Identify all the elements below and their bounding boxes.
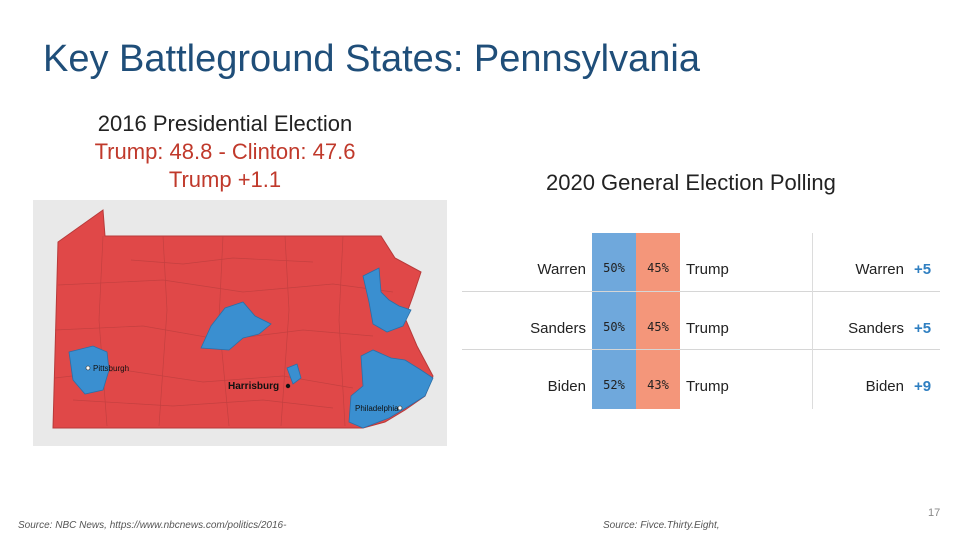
pittsburgh-label: Pittsburgh (93, 364, 129, 373)
election-2016-result: Trump: 48.8 - Clinton: 47.6 (94, 139, 356, 164)
slide-title: Key Battleground States: Pennsylvania (43, 38, 700, 80)
philadelphia-label: Philadelphia (355, 404, 399, 413)
election-2016-margin: Trump +1.1 (168, 167, 282, 192)
poll-dem-pct: 50% (603, 320, 625, 334)
harrisburg-region (286, 363, 302, 385)
philadelphia-region (348, 349, 434, 429)
philadelphia-dot (397, 405, 403, 411)
source-right[interactable]: Source: Fivce.Thirty.Eight, (603, 520, 720, 531)
poll-leader: Biden (865, 378, 904, 395)
poll-leader: Warren (855, 261, 904, 278)
poll-opponent: Trump (686, 378, 729, 395)
democrat-column (592, 233, 636, 409)
poll-dem-pct: 52% (603, 378, 625, 392)
poll-gop-pct: 45% (647, 320, 669, 334)
row-divider (462, 349, 940, 350)
column-divider (812, 233, 813, 409)
poll-gop-pct: 45% (647, 261, 669, 275)
poll-row-biden: Biden 52% 43% Trump Biden +9 (462, 358, 940, 416)
pittsburgh-dot (85, 365, 91, 371)
harrisburg-label: Harrisburg (228, 381, 279, 392)
poll-opponent: Trump (686, 261, 729, 278)
pennsylvania-map-svg: Pittsburgh Harrisburg Philadelphia (52, 209, 434, 429)
poll-candidate: Warren (537, 261, 586, 278)
poll-row-sanders: Sanders 50% 45% Trump Sanders +5 (462, 300, 940, 358)
row-divider (462, 291, 940, 292)
poll-gop-pct: 43% (647, 378, 669, 392)
poll-candidate: Biden (547, 378, 586, 395)
polling-heading: 2020 General Election Polling (546, 170, 836, 195)
northeast-region (362, 267, 412, 333)
city-markers: Pittsburgh Harrisburg Philadelphia (85, 364, 403, 413)
pennsylvania-county-map: Pittsburgh Harrisburg Philadelphia (33, 200, 447, 446)
harrisburg-dot (285, 383, 291, 389)
election-2016-summary: 2016 Presidential Election Trump: 48.8 -… (60, 110, 390, 194)
poll-margin: +9 (914, 378, 932, 395)
poll-leader: Sanders (848, 320, 904, 337)
election-2016-heading: 2016 Presidential Election (97, 111, 353, 136)
polling-table: Warren 50% 45% Trump Warren +5 Sanders 5… (462, 233, 940, 409)
poll-opponent: Trump (686, 320, 729, 337)
republican-column (636, 233, 680, 409)
page-number: 17 (928, 507, 941, 519)
poll-margin: +5 (914, 261, 932, 278)
poll-candidate: Sanders (530, 320, 586, 337)
centre-county-region (200, 301, 272, 351)
poll-row-warren: Warren 50% 45% Trump Warren +5 (462, 241, 940, 299)
poll-dem-pct: 50% (603, 261, 625, 275)
poll-margin: +5 (914, 320, 932, 337)
source-left[interactable]: Source: NBC News, https://www.nbcnews.co… (18, 520, 287, 531)
